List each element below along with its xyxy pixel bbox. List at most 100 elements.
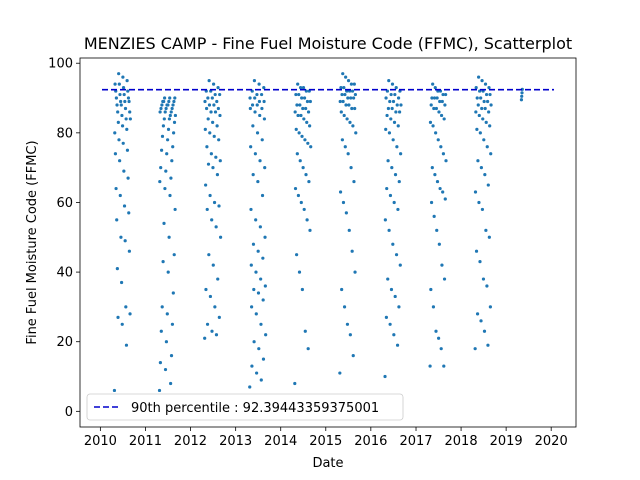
data-point [338,371,342,375]
data-point [262,85,266,90]
data-point [489,103,493,107]
data-point [248,385,252,389]
data-point [206,162,211,166]
data-point [204,287,208,292]
x-tick-label: 2016 [354,434,387,449]
data-point [119,280,124,285]
data-point [442,277,447,281]
data-point [166,103,170,107]
data-point [393,173,398,177]
data-point [488,305,492,309]
data-point [214,333,219,337]
data-point [218,159,222,163]
data-point [168,193,172,198]
data-point [121,75,125,79]
data-point [350,89,355,93]
data-point [263,284,267,288]
data-point [126,89,130,93]
data-point [217,204,221,208]
data-point [305,120,309,124]
data-point [309,145,313,149]
data-point [256,291,261,295]
data-point [259,277,263,281]
data-point [432,96,437,100]
data-point [210,96,214,100]
legend: 90th percentile : 92.39443359375001 [86,393,404,421]
data-point [123,239,127,243]
data-point [161,260,165,264]
legend-box [86,393,404,421]
data-point [439,113,444,118]
y-axis: 0 20 40 60 80 100 [48,57,80,420]
data-point [305,218,309,222]
data-point [429,200,434,205]
data-point [473,347,477,351]
data-point [391,99,396,104]
data-point [443,197,447,201]
data-point [431,305,436,309]
data-point [258,113,262,118]
data-point [161,124,165,128]
data-point [255,92,259,97]
data-point [115,103,119,107]
data-point [474,110,478,114]
data-point [428,364,432,368]
data-point [386,277,390,281]
data-point [255,371,259,375]
data-point [115,267,119,271]
data-point [119,99,123,104]
data-point [308,99,312,104]
data-point [166,138,170,142]
data-point [487,85,491,90]
data-point [206,96,210,100]
data-point [212,134,216,138]
data-point [383,374,387,379]
data-point [256,179,260,184]
data-point [294,92,298,97]
data-point [351,124,355,128]
data-point [251,242,256,246]
data-point [299,200,303,205]
data-point [346,96,350,100]
data-point [296,113,300,118]
data-point [477,200,481,205]
data-point [434,329,438,333]
data-point [477,113,481,118]
data-point [116,110,120,114]
data-point [264,333,268,337]
data-point [162,99,166,104]
data-point [383,218,387,222]
data-point [173,207,177,212]
data-point [249,207,253,212]
data-point [255,131,260,135]
data-point [118,92,122,97]
data-point [479,319,483,323]
data-point [384,96,388,100]
data-point [474,249,479,253]
data-point [428,120,433,124]
data-point [170,106,174,111]
data-point [170,159,174,163]
data-point [163,367,168,372]
data-point [437,242,441,246]
data-point [430,96,434,100]
data-point [162,221,166,225]
data-point [391,138,395,142]
data-point [119,235,123,239]
data-point [342,85,346,90]
data-point [167,99,171,104]
data-point [390,166,394,170]
data-point [388,322,392,326]
data-point [482,329,487,333]
data-point [341,72,345,76]
data-point [293,381,297,386]
data-point [169,381,173,386]
data-point [293,110,297,114]
data-point [296,82,300,86]
x-tick-label: 2015 [309,434,342,449]
data-point [128,117,132,121]
data-point [169,110,173,114]
data-point [214,155,218,159]
data-point [249,263,253,267]
data-point [203,127,207,131]
